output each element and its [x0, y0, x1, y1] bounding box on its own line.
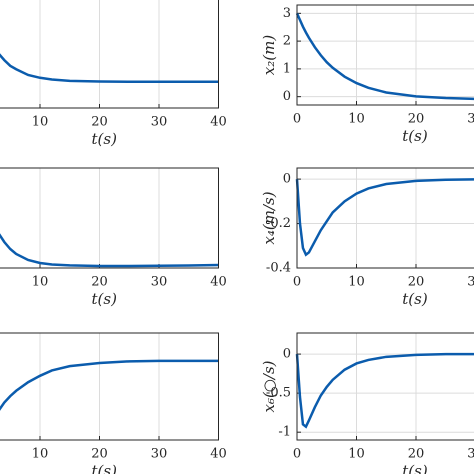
- x-tick-label: 10: [32, 115, 49, 130]
- axes-frame: [296, 167, 474, 269]
- x-tick-label: 10: [32, 447, 49, 462]
- x-tick-label: 20: [91, 447, 108, 462]
- x-tick-label: 10: [32, 275, 49, 290]
- axes-frame: [296, 332, 474, 441]
- y-tick-label: -0.5: [266, 386, 291, 401]
- x-axis-label: t(s): [402, 290, 428, 308]
- y-axis-label: x₂(m): [260, 35, 278, 76]
- plot-area: [297, 333, 474, 440]
- x-axis-label: t(s): [92, 462, 118, 474]
- y-tick-label: -1: [278, 425, 291, 440]
- y-tick-label: 3: [283, 6, 291, 21]
- x-tick-label: 20: [91, 115, 108, 130]
- data-line: [0, 233, 219, 268]
- data-line: [0, 359, 219, 411]
- x-tick-label: 30: [151, 115, 168, 130]
- y-tick-label: 2: [283, 34, 291, 49]
- x-tick-label: 30: [467, 447, 474, 462]
- y-tick-label: -0.4: [266, 261, 291, 276]
- x-tick-label: 20: [408, 275, 425, 290]
- data-line: [295, 352, 474, 429]
- plot-area: [0, 0, 219, 108]
- y-tick-label: 0: [283, 347, 291, 362]
- x-tick-label: 0: [293, 275, 301, 290]
- y-tick-label: 1: [283, 61, 291, 76]
- data-line: [0, 53, 219, 84]
- y-axis-label: x₄(m/s): [260, 191, 278, 244]
- x-tick-label: 20: [91, 275, 108, 290]
- plot-area: [0, 333, 219, 440]
- x-axis-label: t(s): [402, 462, 428, 474]
- data-line: [295, 12, 474, 101]
- x-tick-label: 40: [210, 447, 227, 462]
- plot-area: [297, 5, 474, 105]
- x-tick-label: 0: [293, 447, 301, 462]
- axes-frame: [0, 332, 219, 441]
- y-tick-label: 0: [283, 89, 291, 104]
- x-tick-label: 40: [210, 115, 227, 130]
- y-axis-label: x₆(○/s): [260, 360, 278, 412]
- plot-area: [0, 168, 219, 268]
- x-tick-label: 30: [151, 275, 168, 290]
- x-tick-label: 20: [408, 447, 425, 462]
- x-tick-label: 20: [408, 112, 425, 127]
- x-axis-label: t(s): [402, 127, 428, 145]
- y-tick-label: 0: [283, 172, 291, 187]
- y-tick-label: -0.2: [266, 216, 291, 231]
- x-tick-label: 40: [210, 275, 227, 290]
- x-tick-label: 10: [348, 275, 365, 290]
- x-tick-label: 30: [467, 112, 474, 127]
- x-tick-label: 0: [293, 112, 301, 127]
- axes-frame: [0, 167, 219, 269]
- x-axis-label: t(s): [92, 130, 118, 148]
- x-axis-label: t(s): [92, 290, 118, 308]
- axes-frame: [296, 4, 474, 106]
- x-tick-label: 10: [348, 447, 365, 462]
- axes-frame: [0, 0, 219, 109]
- x-tick-label: 10: [348, 112, 365, 127]
- x-tick-label: 30: [467, 275, 474, 290]
- x-tick-label: 30: [151, 447, 168, 462]
- data-line: [295, 178, 474, 257]
